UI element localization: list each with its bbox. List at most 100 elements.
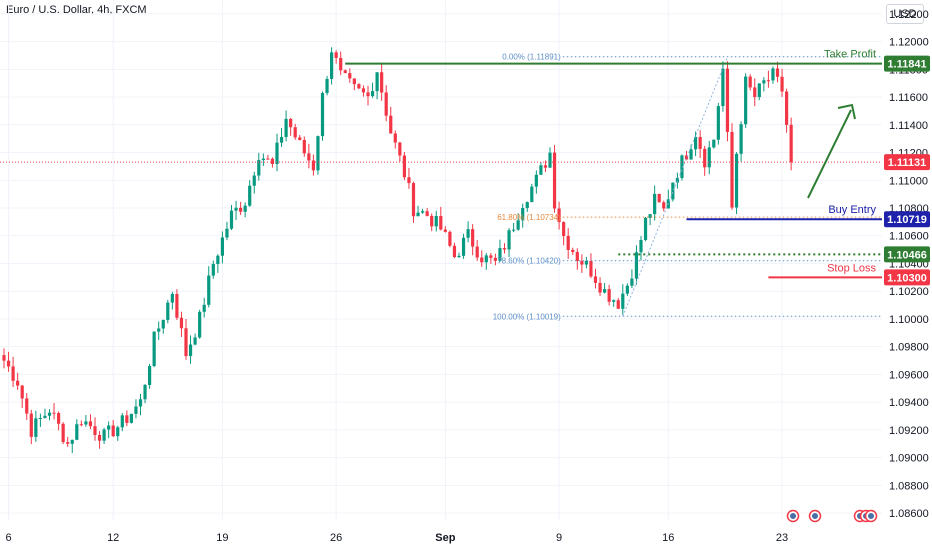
last-price-label: 1.11131 xyxy=(888,157,927,169)
candle-body xyxy=(184,328,188,357)
candle-body xyxy=(657,193,661,203)
candle-body xyxy=(480,257,484,263)
candle-body xyxy=(466,229,470,238)
candle-body xyxy=(789,124,793,163)
level-price-label: 1.11841 xyxy=(887,59,926,71)
fib-level-label: 78.60% (1.10420) xyxy=(497,257,561,266)
candle-body xyxy=(566,235,570,250)
y-tick-label: 1.11600 xyxy=(889,92,928,104)
candle-body xyxy=(721,68,725,107)
candle-body xyxy=(416,212,420,217)
candle-body xyxy=(766,80,770,82)
x-tick-label: 12 xyxy=(107,532,119,544)
candle-body xyxy=(785,91,789,125)
candle-body xyxy=(134,406,138,414)
candle-body xyxy=(188,344,193,357)
candle-body xyxy=(512,229,516,231)
candle-body xyxy=(643,217,648,241)
candle-body xyxy=(275,142,279,164)
chart-title: Euro / U.S. Dollar, 4h, FXCM xyxy=(6,4,147,16)
candle-body xyxy=(298,137,302,140)
candle-body xyxy=(616,300,620,309)
candle-body xyxy=(316,136,320,171)
candle-body xyxy=(311,160,315,171)
candle-body xyxy=(734,153,739,208)
candle-body xyxy=(79,424,83,426)
candle-body xyxy=(471,229,475,247)
x-tick-label: Sep xyxy=(435,532,455,544)
candle-body xyxy=(534,174,538,187)
candle-body xyxy=(152,331,156,367)
candle-body xyxy=(279,136,284,143)
candle-body xyxy=(370,91,375,97)
fib-level-label: 0.00% (1.11891) xyxy=(502,53,561,62)
candle-body xyxy=(744,76,748,125)
event-icon-core xyxy=(868,513,874,519)
candle-body xyxy=(211,263,215,276)
candle-body xyxy=(398,142,402,156)
candle-body xyxy=(47,412,52,416)
candle-body xyxy=(525,202,529,209)
y-tick-label: 1.11400 xyxy=(889,120,928,132)
candle-body xyxy=(111,425,115,437)
candle-body xyxy=(507,230,511,250)
level-price-tag xyxy=(884,246,930,263)
candle-body xyxy=(66,442,70,444)
candle-body xyxy=(239,207,243,212)
candle-body xyxy=(630,278,634,286)
fib-level-label: 61.80% (1.10734) xyxy=(497,213,561,222)
level-price-tag xyxy=(884,211,930,228)
candle-body xyxy=(84,421,88,425)
candle-body xyxy=(516,220,520,230)
candle-body xyxy=(175,294,179,318)
candle-body xyxy=(293,127,297,138)
candle-body xyxy=(11,366,15,381)
candle-body xyxy=(543,165,548,168)
candle-body xyxy=(129,413,133,423)
candle-body xyxy=(489,255,493,258)
candle-body xyxy=(93,426,97,435)
candle-body xyxy=(552,152,557,209)
last-price-tag xyxy=(884,154,930,171)
currency-button[interactable]: USD xyxy=(886,4,924,24)
candle-body xyxy=(43,415,47,418)
candle-body xyxy=(775,68,780,77)
y-tick-label: 1.12000 xyxy=(889,37,929,49)
y-tick-label: 1.08800 xyxy=(889,480,929,492)
candle-body xyxy=(116,427,120,437)
level-price-label: 1.10466 xyxy=(887,249,927,261)
candle-body xyxy=(707,147,711,168)
candle-body xyxy=(421,211,425,213)
candle-body xyxy=(34,418,38,437)
candle-body xyxy=(234,207,238,211)
candle-body xyxy=(266,158,270,160)
candle-body xyxy=(425,211,429,216)
candle-body xyxy=(662,202,666,209)
candle-body xyxy=(762,80,766,84)
y-tick-label: 1.09200 xyxy=(889,425,929,437)
candle-body xyxy=(634,252,639,279)
candle-body xyxy=(248,185,252,206)
y-tick-label: 1.09600 xyxy=(889,369,929,381)
candle-body xyxy=(443,229,447,232)
candle-body xyxy=(498,248,502,261)
candle-body xyxy=(484,255,488,263)
candle-body xyxy=(29,413,33,437)
candle-body xyxy=(61,423,65,443)
x-tick-label: 16 xyxy=(662,532,674,544)
candle-body xyxy=(712,139,716,148)
candle-body xyxy=(402,155,406,178)
candle-body xyxy=(270,158,275,164)
candle-body xyxy=(361,88,366,93)
candle-body xyxy=(125,415,129,423)
candle-body xyxy=(603,289,607,293)
candle-body xyxy=(161,319,165,329)
candle-body xyxy=(325,78,329,94)
projection-arrow xyxy=(807,109,852,199)
candle-body xyxy=(334,52,338,58)
event-icon-core xyxy=(790,513,796,519)
candle-body xyxy=(411,183,416,217)
candle-body xyxy=(207,275,211,305)
candle-body xyxy=(348,73,352,79)
